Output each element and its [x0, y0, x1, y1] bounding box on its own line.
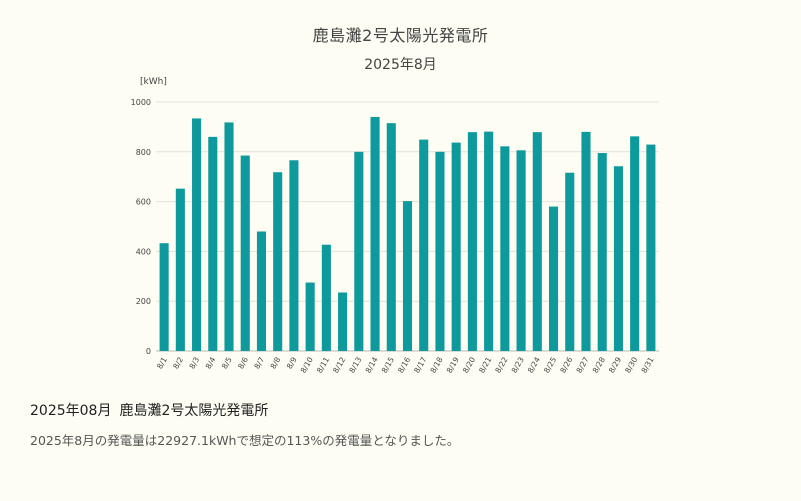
summary-text: 2025年8月の発電量は22927.1kWhで想定の113%の発電量となりました… [30, 433, 460, 448]
y-tick-label: 200 [136, 297, 151, 306]
bar-8-9 [289, 160, 299, 351]
x-tick-label: 8/25 [542, 355, 558, 374]
x-tick-label: 8/31 [639, 355, 655, 374]
x-tick-label: 8/20 [461, 355, 477, 374]
x-tick-label: 8/12 [331, 355, 347, 374]
x-tick-label: 8/18 [428, 355, 444, 374]
x-tick-label: 8/1 [155, 355, 169, 370]
bar-8-11 [321, 244, 331, 351]
y-tick-labels: 0 200 400 600 800 1000 [131, 98, 151, 356]
y-tick-label: 1000 [131, 98, 151, 107]
bar-8-13 [354, 151, 364, 351]
bar-8-24 [532, 132, 542, 351]
bar-8-20 [467, 132, 477, 351]
x-tick-label: 8/29 [607, 355, 623, 374]
bar-8-23 [516, 150, 526, 351]
x-tick-label: 8/9 [285, 355, 299, 370]
x-tick-label: 8/11 [315, 355, 331, 374]
bar-8-19 [451, 142, 461, 351]
summary-heading: 2025年08月 鹿島灘2号太陽光発電所 [30, 400, 268, 420]
x-tick-label: 8/5 [220, 355, 234, 370]
bars [159, 116, 656, 352]
bar-8-15 [386, 123, 396, 351]
x-tick-label: 8/21 [477, 355, 493, 374]
bar-8-3 [192, 118, 202, 352]
y-tick-label: 0 [146, 347, 151, 356]
chart-title: 鹿島灘2号太陽光発電所 [312, 26, 489, 45]
bar-8-27 [581, 131, 591, 351]
bar-8-7 [256, 231, 267, 351]
bar-8-6 [240, 155, 250, 351]
x-tick-label: 8/28 [591, 355, 607, 374]
x-tick-label: 8/3 [187, 355, 201, 370]
bar-8-18 [435, 151, 445, 351]
bar-8-2 [175, 188, 185, 351]
y-tick-label: 400 [136, 247, 151, 256]
x-tick-label: 8/6 [236, 355, 250, 370]
bar-8-25 [548, 206, 559, 351]
bar-8-14 [370, 116, 380, 351]
x-tick-label: 8/4 [204, 355, 218, 370]
x-tick-label: 8/26 [558, 355, 574, 374]
bar-8-5 [224, 122, 234, 351]
x-tick-label: 8/23 [510, 355, 526, 374]
bar-8-4 [208, 136, 218, 351]
bar-8-31 [646, 144, 656, 351]
y-tick-label: 800 [136, 148, 151, 157]
x-tick-label: 8/14 [364, 355, 380, 374]
x-tick-label: 8/8 [269, 355, 283, 370]
y-tick-label: 600 [136, 198, 151, 207]
x-tick-label: 8/13 [347, 355, 363, 374]
x-tick-label: 8/10 [299, 355, 315, 374]
summary-period: 2025年08月 [30, 403, 112, 419]
bar-8-1 [159, 243, 169, 351]
x-tick-label: 8/17 [412, 355, 428, 374]
x-tick-label: 8/22 [493, 355, 509, 374]
x-tick-label: 8/24 [526, 355, 542, 374]
summary-plant-name: 鹿島灘2号太陽光発電所 [119, 403, 269, 419]
bar-8-10 [305, 282, 315, 351]
bar-8-26 [565, 172, 575, 351]
x-tick-label: 8/15 [380, 355, 396, 374]
chart-subtitle: 2025年8月 [364, 57, 437, 73]
x-tick-label: 8/19 [445, 355, 461, 374]
bar-8-28 [597, 153, 607, 351]
x-tick-labels: 8/1 8/2 8/3 8/4 8/5 8/6 8/7 8/8 8/9 8/10 8/11 8/12 8… [155, 355, 656, 374]
bar-8-21 [484, 131, 494, 351]
bar-8-8 [273, 172, 283, 351]
bar-8-16 [402, 201, 413, 351]
x-tick-label: 8/2 [171, 355, 185, 370]
y-axis-unit-label: [kWh] [140, 77, 167, 87]
x-tick-label: 8/27 [574, 355, 590, 374]
bar-8-12 [338, 292, 348, 351]
bar-8-17 [419, 139, 429, 351]
x-tick-label: 8/16 [396, 355, 412, 374]
x-tick-label: 8/30 [623, 355, 639, 374]
bar-8-30 [630, 136, 640, 351]
bar-8-22 [500, 146, 510, 351]
x-tick-label: 8/7 [252, 355, 266, 370]
bar-8-29 [613, 166, 623, 351]
